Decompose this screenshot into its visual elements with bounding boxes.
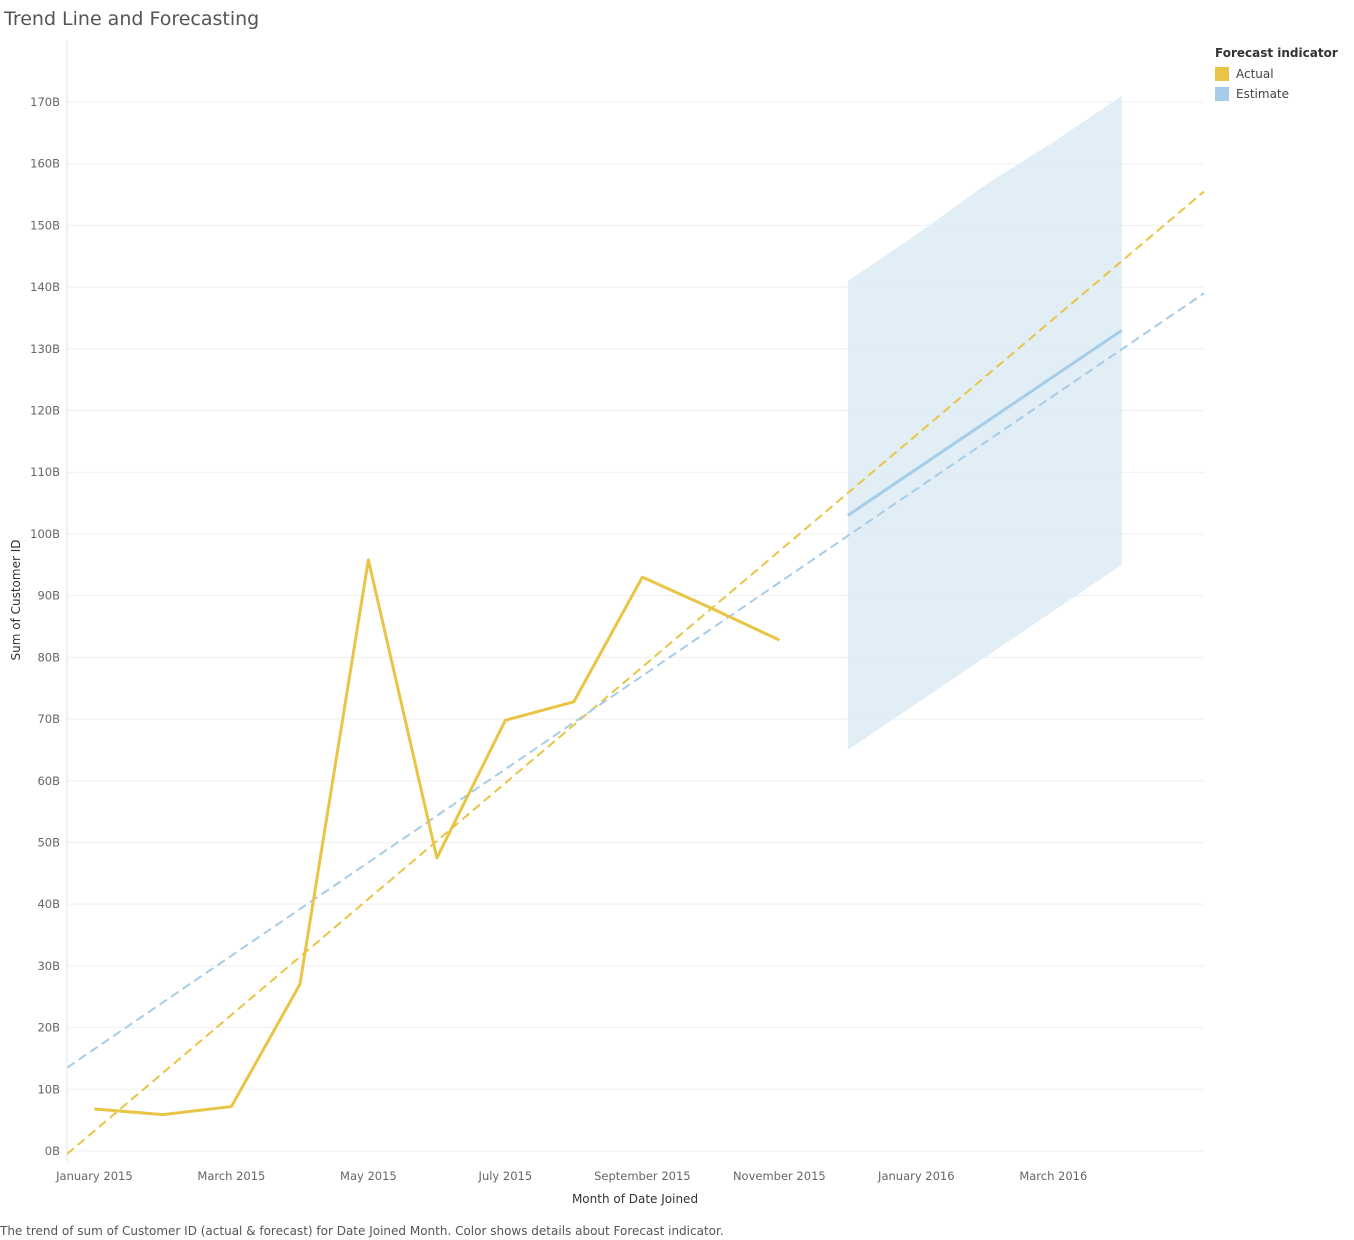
y-tick-label: 120B xyxy=(30,404,60,418)
x-tick-label: March 2016 xyxy=(1019,1169,1087,1183)
y-tick-label: 30B xyxy=(37,959,60,973)
y-tick-label: 100B xyxy=(30,527,60,541)
trend-line-actual xyxy=(66,190,1205,1155)
series-line-actual[interactable] xyxy=(94,558,780,1117)
y-tick-label: 130B xyxy=(30,342,60,356)
chart-title: Trend Line and Forecasting xyxy=(4,8,260,30)
x-tick-label: July 2015 xyxy=(478,1169,533,1183)
x-tick-label: January 2015 xyxy=(55,1169,133,1183)
legend: Forecast indicator Actual Estimate xyxy=(1215,46,1338,104)
x-tick-label: November 2015 xyxy=(733,1169,826,1183)
y-tick-label: 10B xyxy=(37,1082,60,1096)
x-tick-label: May 2015 xyxy=(340,1169,397,1183)
y-tick-label: 140B xyxy=(30,280,60,294)
legend-item-estimate[interactable]: Estimate xyxy=(1215,84,1338,104)
y-tick-label: 20B xyxy=(37,1021,60,1035)
series-line-estimate[interactable] xyxy=(846,329,1123,517)
y-tick-label: 60B xyxy=(37,774,60,788)
legend-swatch-actual xyxy=(1215,67,1229,81)
y-axis-ticks: 0B 10B 20B 30B 40B 50B 60B 70B 80B 90B 100B 110B 120… xyxy=(30,95,60,1158)
y-tick-label: 80B xyxy=(37,650,60,664)
trend-lines-layer xyxy=(66,190,1205,1155)
y-tick-label: 50B xyxy=(37,835,60,849)
y-tick-label: 0B xyxy=(45,1144,60,1158)
legend-swatch-estimate xyxy=(1215,87,1229,101)
x-axis-title: Month of Date Joined xyxy=(572,1192,698,1206)
y-tick-label: 90B xyxy=(37,589,60,603)
legend-label-estimate: Estimate xyxy=(1236,87,1290,101)
y-tick-label: 170B xyxy=(30,95,60,109)
chart-caption: The trend of sum of Customer ID (actual … xyxy=(0,1224,724,1238)
x-tick-label: September 2015 xyxy=(594,1169,691,1183)
series-lines-layer xyxy=(94,329,1123,1117)
x-tick-label: January 2016 xyxy=(877,1169,955,1183)
y-tick-label: 110B xyxy=(30,465,60,479)
x-tick-label: March 2015 xyxy=(197,1169,265,1183)
y-tick-label: 40B xyxy=(37,897,60,911)
legend-item-actual[interactable]: Actual xyxy=(1215,64,1338,84)
legend-label-actual: Actual xyxy=(1236,67,1274,81)
y-axis-title: Sum of Customer ID xyxy=(9,540,23,661)
trend-line-estimate xyxy=(66,292,1205,1069)
legend-title: Forecast indicator xyxy=(1215,46,1338,60)
x-axis-ticks: January 2015 March 2015 May 2015 July 2015 S… xyxy=(55,1169,1087,1183)
y-tick-label: 150B xyxy=(30,218,60,232)
y-tick-label: 70B xyxy=(37,712,60,726)
y-tick-label: 160B xyxy=(30,157,60,171)
